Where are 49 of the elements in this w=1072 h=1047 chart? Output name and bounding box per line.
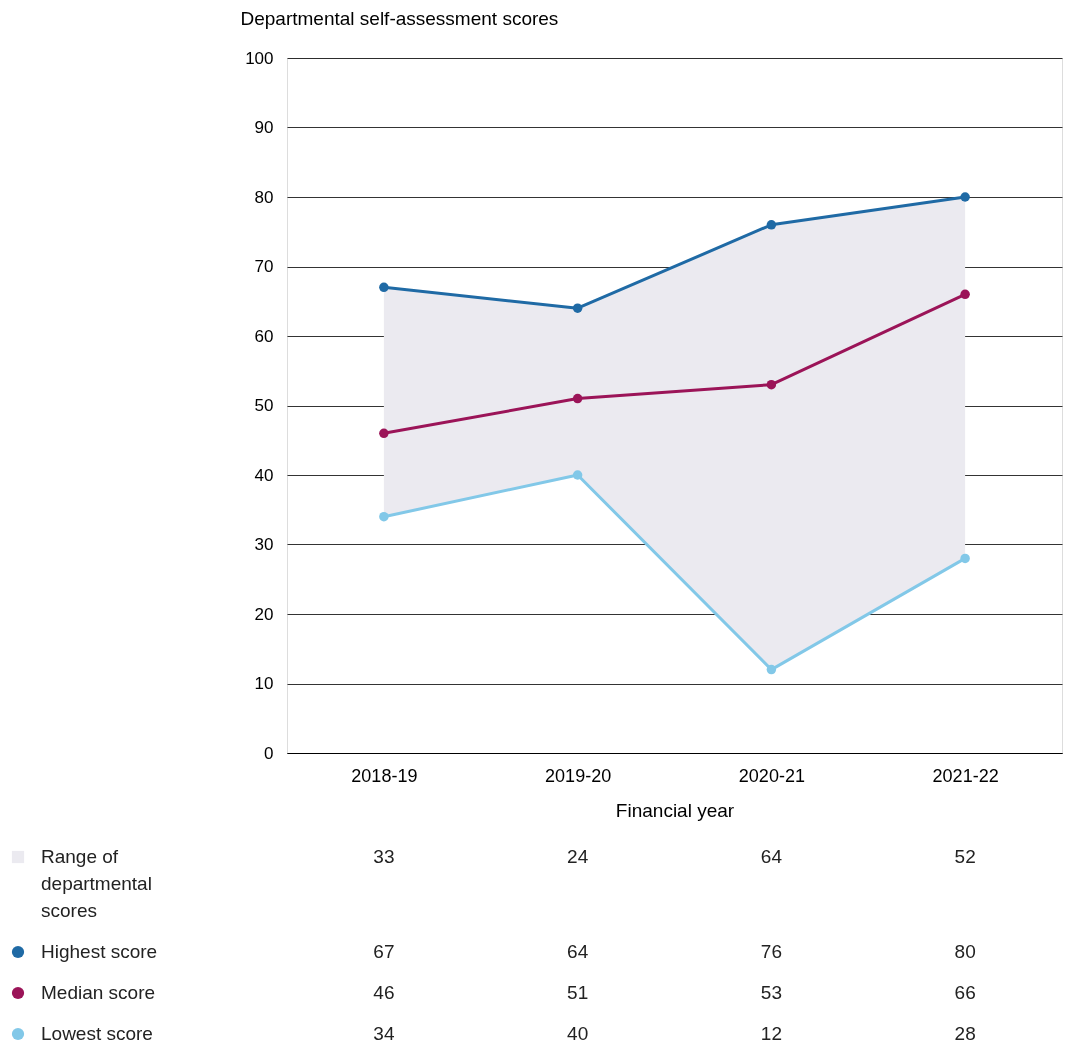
data-label: 34 xyxy=(373,1023,395,1044)
data-label: 80 xyxy=(954,941,976,962)
data-label: 12 xyxy=(760,1023,782,1044)
y-tick-label: 30 xyxy=(254,535,274,554)
point xyxy=(379,511,389,522)
y-axis-title: Departmental self-assessment scores xyxy=(240,7,559,29)
text: 52 xyxy=(954,846,976,867)
y-tick-label: 10 xyxy=(254,674,274,693)
point xyxy=(379,282,389,293)
x-tick-label: 2019-20 xyxy=(545,765,612,786)
data-label: 53 xyxy=(760,982,782,1003)
point xyxy=(960,289,970,300)
legend-label: Median score xyxy=(41,982,156,1003)
point xyxy=(379,428,389,439)
data-label: 28 xyxy=(954,1023,976,1044)
data-label: 66 xyxy=(954,982,976,1003)
text: 24 xyxy=(567,846,589,867)
y-tick-label: 20 xyxy=(254,604,274,624)
legend-label: Highest score xyxy=(41,941,158,962)
point xyxy=(572,470,583,480)
data-label: 40 xyxy=(567,1023,589,1044)
y-tick-label: 80 xyxy=(254,187,274,207)
point xyxy=(766,664,777,675)
data-label: 64 xyxy=(567,941,589,962)
legend-label: Range of departmental scores xyxy=(41,846,152,921)
point xyxy=(766,379,777,390)
y-tick-label: 90 xyxy=(254,118,274,137)
text: 33 xyxy=(373,846,395,867)
y-tick-label: 50 xyxy=(254,396,274,415)
x-axis-title: Financial year xyxy=(615,799,735,821)
y-tick-label: 60 xyxy=(254,326,274,346)
x-tick-label: 2018-19 xyxy=(351,765,418,786)
point xyxy=(960,553,970,564)
point xyxy=(572,303,583,313)
point xyxy=(960,192,970,202)
data-label: 51 xyxy=(567,982,589,1003)
data-label: 46 xyxy=(373,982,395,1003)
y-tick-label: 70 xyxy=(254,257,274,276)
y-tick-label: 40 xyxy=(254,465,274,485)
y-tick-label: 100 xyxy=(245,48,274,68)
text: 64 xyxy=(760,846,782,867)
x-tick-label: 2021-22 xyxy=(932,765,999,786)
data-label: 67 xyxy=(373,941,395,962)
point xyxy=(572,393,583,404)
x-tick-label: 2020-21 xyxy=(738,765,805,786)
point xyxy=(766,220,777,230)
y-tick-label: 0 xyxy=(264,743,274,763)
legend-label: Lowest score xyxy=(41,1023,153,1044)
data-label: 76 xyxy=(760,941,782,962)
